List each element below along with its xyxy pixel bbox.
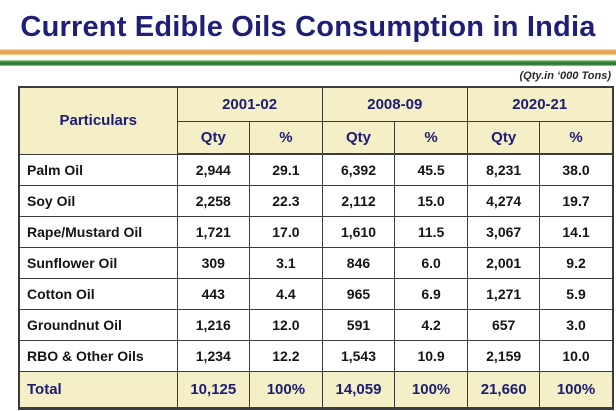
cell-qty: 1,543	[321, 340, 396, 372]
green-stripe	[0, 60, 616, 66]
row-label: Sunflower Oil	[18, 247, 178, 279]
column-header-pct: %	[249, 121, 323, 155]
cell-qty: 1,721	[176, 216, 251, 248]
cell-pct: 100%	[249, 371, 323, 409]
table-row-soy-oil: Soy Oil 2,258 22.3 2,112 15.0 4,274 19.7	[18, 185, 614, 217]
cell-qty: 965	[321, 278, 396, 310]
cell-qty: 2,258	[176, 185, 251, 217]
column-header-particulars: Particulars	[18, 86, 178, 155]
row-label: Cotton Oil	[18, 278, 178, 310]
column-group-2001-02: 2001-02	[176, 86, 323, 122]
cell-qty: 846	[321, 247, 396, 279]
cell-qty: 2,001	[466, 247, 541, 279]
cell-pct: 4.2	[394, 309, 468, 341]
cell-pct: 17.0	[249, 216, 323, 248]
row-label: Rape/Mustard Oil	[18, 216, 178, 248]
cell-pct: 6.9	[394, 278, 468, 310]
cell-qty: 21,660	[466, 371, 541, 409]
cell-qty: 2,944	[176, 153, 251, 186]
saffron-stripe	[0, 49, 616, 55]
cell-qty: 1,216	[176, 309, 251, 341]
cell-pct: 14.1	[539, 216, 614, 248]
cell-pct: 10.0	[539, 340, 614, 372]
header-row-subcolumns: Qty % Qty % Qty %	[19, 121, 614, 155]
cell-pct: 38.0	[539, 153, 614, 186]
cell-pct: 45.5	[394, 153, 468, 186]
table-row-sunflower-oil: Sunflower Oil 309 3.1 846 6.0 2,001 9.2	[18, 247, 614, 279]
cell-qty: 657	[466, 309, 541, 341]
cell-pct: 4.4	[249, 278, 323, 310]
cell-qty: 6,392	[321, 153, 396, 186]
table-row-rape-mustard-oil: Rape/Mustard Oil 1,721 17.0 1,610 11.5 3…	[18, 216, 614, 248]
table-row-cotton-oil: Cotton Oil 443 4.4 965 6.9 1,271 5.9	[18, 278, 614, 310]
header-row-years: Particulars 2001-02 2008-09 2020-21	[18, 86, 614, 155]
row-label: RBO & Other Oils	[18, 340, 178, 372]
column-header-qty: Qty	[176, 121, 251, 155]
cell-qty: 443	[176, 278, 251, 310]
cell-pct: 12.0	[249, 309, 323, 341]
column-header-pct: %	[394, 121, 468, 155]
white-stripe	[0, 55, 616, 60]
cell-qty: 1,271	[466, 278, 541, 310]
cell-qty: 591	[321, 309, 396, 341]
column-header-pct: %	[539, 121, 614, 155]
cell-pct: 100%	[539, 371, 614, 409]
cell-pct: 22.3	[249, 185, 323, 217]
table-row-palm-oil: Palm Oil 2,944 29.1 6,392 45.5 8,231 38.…	[18, 153, 614, 186]
cell-pct: 15.0	[394, 185, 468, 217]
cell-pct: 3.0	[539, 309, 614, 341]
cell-qty: 1,234	[176, 340, 251, 372]
cell-qty: 2,159	[466, 340, 541, 372]
cell-pct: 3.1	[249, 247, 323, 279]
cell-pct: 12.2	[249, 340, 323, 372]
table-row-total: Total 10,125 100% 14,059 100% 21,660 100…	[18, 371, 614, 409]
cell-qty: 3,067	[466, 216, 541, 248]
page-title: Current Edible Oils Consumption in India	[20, 11, 596, 43]
column-group-2008-09: 2008-09	[321, 86, 468, 122]
cell-qty: 309	[176, 247, 251, 279]
cell-pct: 9.2	[539, 247, 614, 279]
cell-pct: 11.5	[394, 216, 468, 248]
tricolor-divider	[0, 49, 616, 66]
row-label: Total	[18, 371, 178, 409]
edible-oils-table: Particulars 2001-02 2008-09 2020-21 Qty …	[18, 86, 614, 410]
row-label: Groundnut Oil	[18, 309, 178, 341]
cell-qty: 2,112	[321, 185, 396, 217]
cell-pct: 19.7	[539, 185, 614, 217]
table-row-groundnut-oil: Groundnut Oil 1,216 12.0 591 4.2 657 3.0	[18, 309, 614, 341]
row-label: Soy Oil	[18, 185, 178, 217]
cell-pct: 29.1	[249, 153, 323, 186]
table-row-rbo-other-oils: RBO & Other Oils 1,234 12.2 1,543 10.9 2…	[18, 340, 614, 372]
cell-qty: 4,274	[466, 185, 541, 217]
column-header-qty: Qty	[321, 121, 396, 155]
cell-pct: 100%	[394, 371, 468, 409]
column-group-2020-21: 2020-21	[466, 86, 614, 122]
cell-pct: 10.9	[394, 340, 468, 372]
units-note: (Qty.in ‘000 Tons)	[519, 70, 611, 82]
cell-qty: 10,125	[176, 371, 251, 409]
cell-pct: 5.9	[539, 278, 614, 310]
cell-qty: 8,231	[466, 153, 541, 186]
row-label: Palm Oil	[18, 153, 178, 186]
cell-pct: 6.0	[394, 247, 468, 279]
cell-qty: 14,059	[321, 371, 396, 409]
column-header-qty: Qty	[466, 121, 541, 155]
cell-qty: 1,610	[321, 216, 396, 248]
